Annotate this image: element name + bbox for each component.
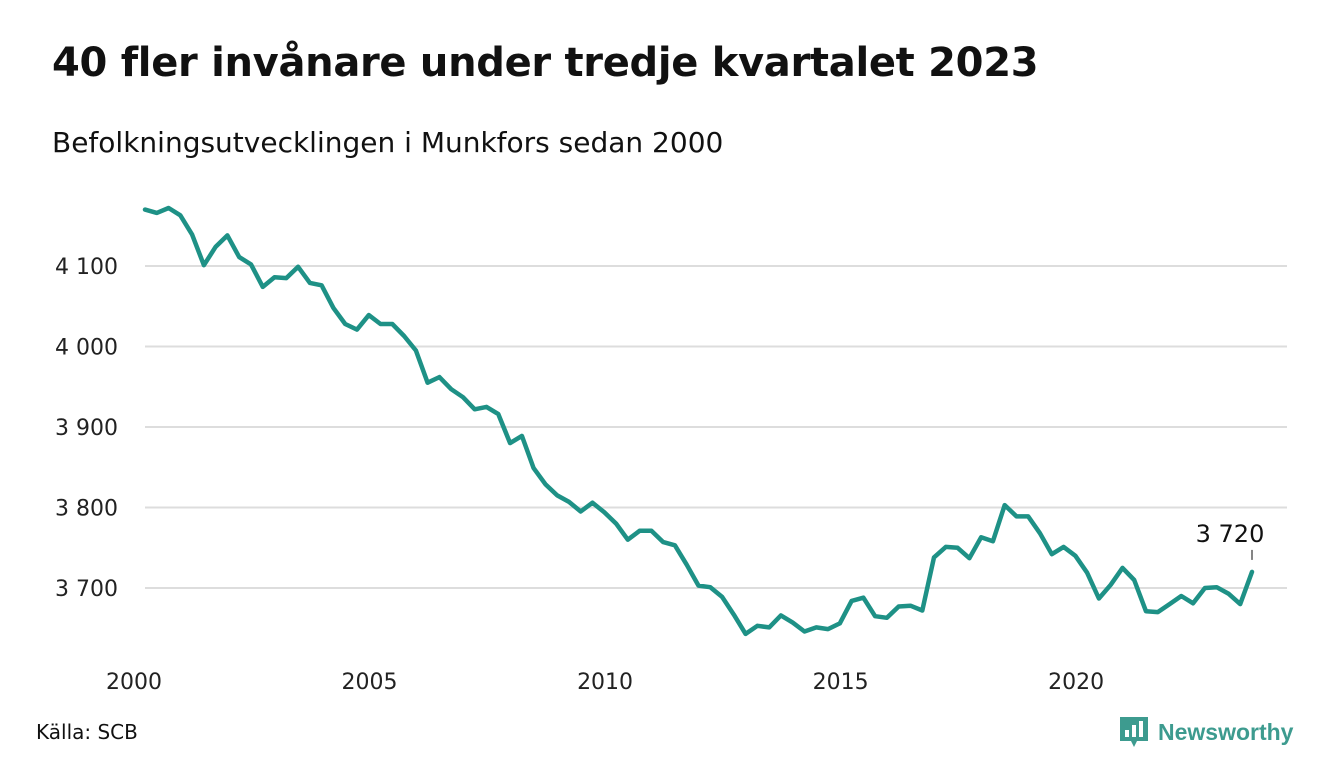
x-tick-label: 2005 [342, 670, 398, 695]
y-tick-label: 3 700 [55, 577, 118, 602]
y-tick-label: 4 100 [55, 255, 118, 280]
chart-title: 40 fler invånare under tredje kvartalet … [52, 40, 1039, 86]
x-tick-label: 2020 [1048, 670, 1104, 695]
chart-subtitle: Befolkningsutvecklingen i Munkfors sedan… [52, 126, 724, 159]
bar-chart-speech-bubble-icon [1120, 717, 1148, 747]
population-line [142, 205, 1255, 637]
x-tick-label: 2010 [577, 670, 633, 695]
x-axis-ticks: 2000 2005 2010 2015 2020 [106, 670, 1104, 695]
source-note: Källa: SCB [36, 720, 138, 744]
brand-logo: Newsworthy [1118, 715, 1293, 749]
y-tick-label: 4 000 [55, 336, 118, 361]
x-tick-label: 2015 [813, 670, 869, 695]
brand-name: Newsworthy [1158, 718, 1294, 745]
y-tick-label: 3 800 [55, 497, 118, 522]
y-tick-label: 3 900 [55, 416, 118, 441]
x-tick-label: 2000 [106, 670, 162, 695]
y-axis-ticks: 3 700 3 800 3 900 4 000 4 100 [55, 255, 118, 602]
gridlines [145, 265, 1287, 589]
end-value-label: 3 720 [1196, 520, 1265, 548]
